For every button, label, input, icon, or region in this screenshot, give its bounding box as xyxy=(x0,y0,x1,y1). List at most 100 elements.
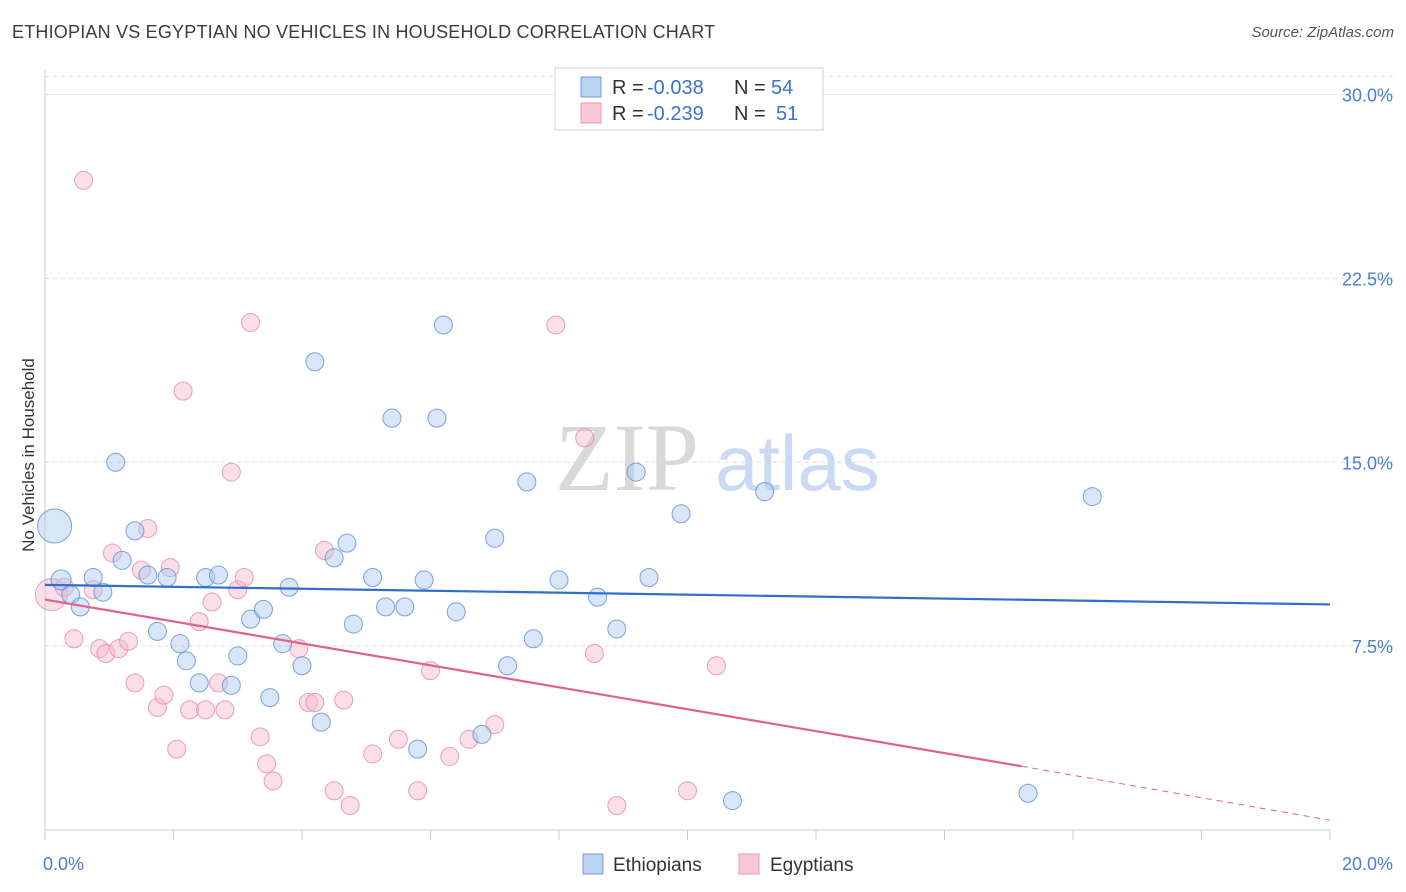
egyptians-point-49 xyxy=(678,781,697,801)
ethiopians-point-40 xyxy=(485,528,505,548)
egyptians-point-32 xyxy=(298,693,318,713)
legend-n-label-2: N = xyxy=(734,103,766,125)
ethiopians-point-41 xyxy=(498,656,518,676)
bottom-legend-ethiopians: Ethiopians xyxy=(613,855,702,876)
trend-line-ethiopians xyxy=(44,583,1331,606)
egyptians-point-35 xyxy=(324,781,344,801)
ethiopians-point-39 xyxy=(472,724,492,744)
ethiopians-point-22 xyxy=(273,634,293,654)
egyptians-point-30 xyxy=(263,771,283,791)
egyptians-point-27 xyxy=(241,313,261,333)
legend-n-value-1: 54 xyxy=(771,77,793,99)
trend-lines xyxy=(44,583,1331,821)
egyptians-point-39 xyxy=(388,729,408,749)
egyptians-point-48 xyxy=(607,795,627,815)
egyptians-point-16 xyxy=(167,739,187,759)
ethiopians-point-6 xyxy=(106,452,126,472)
egyptians-point-21 xyxy=(202,592,222,612)
egyptians-point-28 xyxy=(250,727,270,747)
ethiopians-point-32 xyxy=(382,408,402,428)
egyptians-point-37 xyxy=(340,795,360,815)
y-tick-label-2: 22.5% xyxy=(1342,269,1393,289)
y-tick-label-0: 7.5% xyxy=(1352,637,1393,657)
ethiopians-point-45 xyxy=(588,587,608,607)
ethiopians-point-30 xyxy=(363,567,383,587)
ethiopians-point-51 xyxy=(755,482,775,502)
ethiopians-point-50 xyxy=(722,791,742,811)
ethiopians-point-46 xyxy=(607,619,627,639)
watermark-zip: ZIP xyxy=(555,404,699,511)
egyptians-point-44 xyxy=(485,715,505,735)
ethiopians-point-34 xyxy=(408,739,428,759)
ethiopians-point-47 xyxy=(626,462,646,482)
egyptians-point-6 xyxy=(96,643,116,663)
y-tick-label-3: 30.0% xyxy=(1342,86,1393,106)
y-tick-label-1: 15.0% xyxy=(1342,453,1393,473)
egyptians-point-46 xyxy=(575,428,595,448)
egyptians-point-43 xyxy=(459,729,479,749)
ethiopians-point-23 xyxy=(279,577,299,597)
egyptians-point-33 xyxy=(305,693,325,713)
ethiopians-point-17 xyxy=(221,675,241,695)
legend-r-value-2: -0.239 xyxy=(647,103,704,125)
legend-swatch-egyptians xyxy=(580,102,602,124)
egyptians-point-14 xyxy=(154,685,174,705)
bottom-legend-swatch-ethiopians xyxy=(582,853,604,875)
ethiopians-point-26 xyxy=(311,712,331,732)
egyptians-point-50 xyxy=(706,656,726,676)
egyptians-point-38 xyxy=(363,744,383,764)
legend-n-value-2: 51 xyxy=(776,103,798,125)
ethiopians-point-19 xyxy=(241,609,261,629)
ethiopians-point-27 xyxy=(324,548,344,568)
egyptians-point-40 xyxy=(408,781,428,801)
trend-line-egyptians-extension xyxy=(1021,765,1331,821)
egyptians-point-47 xyxy=(584,643,604,663)
egyptians-point-24 xyxy=(221,462,241,482)
watermark: ZIP atlas xyxy=(555,404,880,511)
watermark-atlas: atlas xyxy=(715,419,880,507)
egyptians-point-45 xyxy=(546,315,566,335)
ethiopians-point-49 xyxy=(671,504,691,524)
ethiopians-point-12 xyxy=(170,634,190,654)
y-axis-label: No Vehicles in Household xyxy=(19,358,38,552)
ethiopians-point-28 xyxy=(337,533,357,553)
ethiopians-point-53 xyxy=(1082,487,1102,507)
legend-swatch-ethiopians xyxy=(580,76,602,98)
egyptians-point-2 xyxy=(64,629,84,649)
ethiopians-point-43 xyxy=(523,629,543,649)
x-tick-label-1: 20.0% xyxy=(1342,854,1393,874)
chart-title: ETHIOPIAN VS EGYPTIAN NO VEHICLES IN HOU… xyxy=(12,22,716,42)
ethiopians-point-37 xyxy=(433,315,453,335)
bottom-legend-swatch-egyptians xyxy=(738,853,760,875)
ethiopians-point-16 xyxy=(208,565,228,585)
legend-r-label-1: R = xyxy=(612,77,644,99)
gridlines xyxy=(45,76,1395,647)
ethiopians-point-24 xyxy=(292,656,312,676)
ethiopians-point-7 xyxy=(112,550,132,570)
egyptians-point-36 xyxy=(334,690,354,710)
ethiopians-point-38 xyxy=(446,602,466,622)
ethiopians-point-11 xyxy=(157,567,177,587)
egyptians-point-1 xyxy=(54,577,74,597)
ethiopians-point-8 xyxy=(125,521,145,541)
ethiopians-point-29 xyxy=(343,614,363,634)
egyptians-point-11 xyxy=(131,560,151,580)
egyptians-point-29 xyxy=(257,754,277,774)
egyptians-point-7 xyxy=(102,543,122,563)
trend-line-egyptians xyxy=(44,598,1022,768)
ethiopians-point-31 xyxy=(376,597,396,617)
ethiopians-point-18 xyxy=(228,646,248,666)
x-tick-label-0: 0.0% xyxy=(43,854,84,874)
egyptians-point-13 xyxy=(147,697,167,717)
egyptians-point-42 xyxy=(440,746,460,766)
ethiopians-point-44 xyxy=(549,570,569,590)
ethiopians-point-21 xyxy=(260,688,280,708)
legend-n-label-1: N = xyxy=(734,77,766,99)
legend-r-value-1: -0.038 xyxy=(647,77,704,99)
y-tick-labels: 7.5% 15.0% 22.5% 30.0% xyxy=(1342,86,1393,658)
egyptians-point-25 xyxy=(228,580,248,600)
egyptians-point-9 xyxy=(119,631,139,651)
ethiopians-point-14 xyxy=(189,673,209,693)
ethiopians-point-25 xyxy=(305,352,325,372)
ethiopians-point-42 xyxy=(517,472,537,492)
